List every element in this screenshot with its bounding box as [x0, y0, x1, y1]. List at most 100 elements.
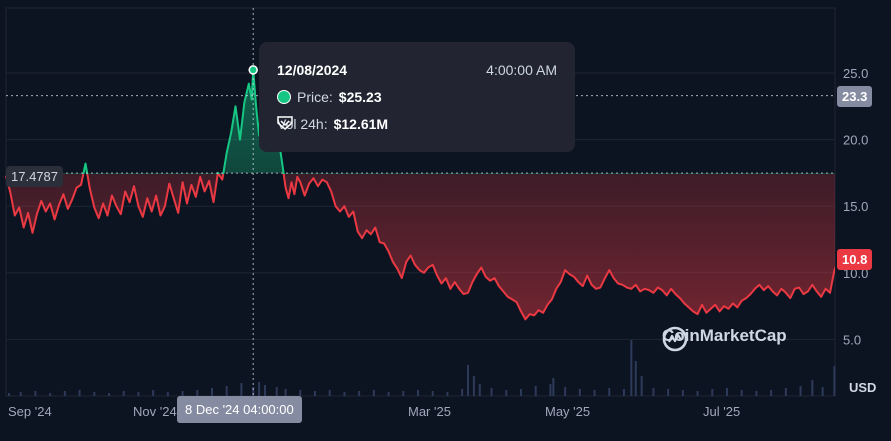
- x-tick-label: May '25: [545, 404, 590, 419]
- price-dot-icon: [277, 90, 291, 104]
- hover-date-label: 8 Dec '24 04:00:00: [177, 396, 302, 423]
- volume-bar: [137, 392, 140, 396]
- guide-lines: [6, 8, 835, 396]
- volume-bar: [299, 390, 302, 396]
- last-price-label: 10.8: [837, 249, 873, 270]
- volume-bar: [7, 393, 10, 396]
- volume-bar: [166, 392, 169, 396]
- volume-bar: [696, 391, 699, 396]
- tooltip-price-label: Price:: [297, 89, 333, 105]
- volume-bar: [258, 382, 261, 396]
- tooltip-time: 4:00:00 AM: [486, 62, 557, 78]
- volume-bar: [275, 387, 278, 396]
- volume-bar: [549, 384, 552, 396]
- price-area-down: [6, 174, 835, 320]
- volume-bar: [152, 390, 155, 396]
- volume-bar: [505, 390, 508, 396]
- volume-bar: [263, 385, 266, 396]
- volume-bar: [107, 393, 110, 396]
- tooltip-date: 12/08/2024: [277, 62, 348, 78]
- volume-bar: [667, 389, 670, 396]
- volume-bar: [19, 392, 22, 396]
- volume-bar: [284, 389, 287, 396]
- volume-bar: [402, 391, 405, 396]
- volume-bar: [755, 391, 758, 396]
- volume-bar: [593, 390, 596, 396]
- volume-bar: [78, 390, 81, 396]
- x-tick-label: Sep '24: [8, 404, 52, 419]
- volume-bar: [63, 391, 66, 396]
- y-tick-label: 15.0: [843, 199, 868, 214]
- tooltip-volume-row: Vol 24h: $12.61M: [277, 116, 388, 132]
- volume-bar: [181, 391, 184, 396]
- volume-bar: [93, 392, 96, 396]
- x-tick-label: Nov '24: [133, 404, 177, 419]
- volume-bar: [552, 378, 555, 396]
- volume-bar: [490, 388, 493, 396]
- volume-bar: [210, 388, 213, 396]
- volume-bar: [833, 366, 836, 396]
- x-tick-label: Mar '25: [408, 404, 451, 419]
- price-lines: [5, 68, 835, 321]
- hover-tooltip: 12/08/2024 4:00:00 AM Price: $25.23 Vol …: [259, 42, 575, 152]
- watermark-text: CoinMarketCap: [662, 326, 787, 345]
- volume-bar: [725, 388, 728, 396]
- x-axis-ticks: Sep '24 Nov '24 Mar '25 May '25 Jul '25: [8, 404, 740, 419]
- y-tick-label: 25.0: [843, 66, 868, 81]
- volume-bar: [784, 388, 787, 396]
- volume-bar: [34, 391, 37, 396]
- volume-bar: [122, 391, 125, 396]
- volume-bar: [446, 392, 449, 396]
- tooltip-price-value: $25.23: [338, 89, 382, 105]
- volume-bar: [358, 391, 361, 396]
- volume-bar: [640, 376, 643, 396]
- volume-bar: [478, 384, 481, 396]
- hover-point-marker: [248, 65, 258, 75]
- volume-bar: [711, 389, 714, 396]
- y-axis-ticks: 5.010.015.020.025.0: [843, 66, 868, 347]
- volume-bar: [225, 386, 228, 396]
- y-tick-label: 5.0: [843, 332, 861, 347]
- volume-bar: [240, 383, 243, 396]
- hover-price-label: 23.3: [837, 86, 873, 107]
- volume-bar: [416, 390, 419, 396]
- volume-bar: [372, 390, 375, 396]
- volume-bar: [431, 391, 434, 396]
- volume-bar: [799, 386, 802, 396]
- volume-bar: [519, 389, 522, 396]
- volume-bar: [622, 389, 625, 396]
- volume-bar: [608, 388, 611, 396]
- volume-bar: [564, 387, 567, 396]
- volume-bar: [534, 386, 537, 396]
- price-line-down: [5, 174, 835, 321]
- volume-bars: [7, 340, 836, 396]
- volume-shield-icon: [277, 116, 293, 130]
- volume-bar: [252, 387, 255, 396]
- volume-bar: [328, 390, 331, 396]
- price-areas: [6, 69, 835, 320]
- tooltip-price-row: Price: $25.23: [277, 89, 382, 105]
- currency-unit-label: USD: [849, 380, 877, 395]
- volume-bar: [467, 365, 470, 396]
- coinmarketcap-logo-icon: [662, 326, 688, 352]
- volume-bar: [387, 392, 390, 396]
- volume-bar: [770, 390, 773, 396]
- volume-bar: [652, 388, 655, 396]
- volume-bar: [49, 393, 52, 396]
- volume-bar: [681, 390, 684, 396]
- volume-bar: [634, 361, 637, 396]
- volume-bar: [343, 392, 346, 396]
- volume-bar: [630, 340, 633, 396]
- volume-bar: [740, 390, 743, 396]
- reference-price-label: 17.4787: [6, 166, 63, 187]
- y-tick-label: 20.0: [843, 133, 868, 148]
- tooltip-volume-value: $12.61M: [333, 116, 389, 132]
- volume-bar: [196, 390, 199, 396]
- volume-bar: [313, 391, 316, 396]
- volume-bar: [811, 380, 814, 396]
- volume-bar: [461, 389, 464, 396]
- tooltip-volume-label: Vol 24h:: [277, 116, 328, 132]
- coinmarketcap-watermark: CoinMarketCap: [662, 326, 787, 352]
